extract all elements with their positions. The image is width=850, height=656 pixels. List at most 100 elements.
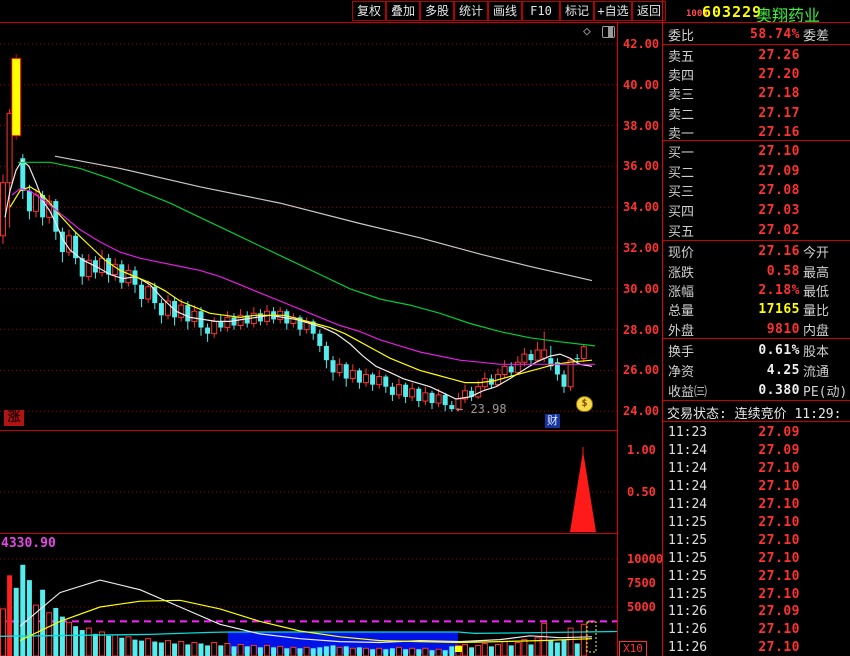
quote2-label2: 流通	[803, 365, 830, 381]
quote1-label2: 最低	[803, 284, 830, 300]
tick-price: 27.09	[758, 604, 800, 620]
tick-row: 11:23 27.09	[663, 424, 850, 442]
trading-status: 交易状态: 连续竞价 11:29:	[667, 407, 842, 422]
ask-label: 卖五	[668, 50, 695, 66]
bid-label: 买二	[668, 165, 695, 181]
bid-row[interactable]: 买五 27.02	[663, 220, 850, 240]
price-axis-label: 34.00	[623, 200, 660, 215]
tick-time: 11:25	[668, 532, 708, 548]
tick-row: 11:26 27.10	[663, 639, 850, 656]
toolbar-button-3[interactable]: 统计	[454, 1, 488, 21]
ask-row[interactable]: 卖四 27.20	[663, 65, 850, 84]
main-chart-canvas[interactable]	[0, 0, 618, 656]
bid-label: 买一	[668, 146, 695, 162]
tick-row: 11:24 27.09	[663, 442, 850, 460]
quote2-label2: 股本	[803, 344, 830, 360]
bid-label: 买三	[668, 185, 695, 201]
toolbar-button-0[interactable]: 复权	[352, 1, 386, 21]
tick-time: 11:24	[668, 443, 708, 459]
ask-row[interactable]: 卖三 27.18	[663, 84, 850, 103]
diamond-icon[interactable]: ◇	[583, 24, 591, 39]
quote1-label: 涨幅	[668, 284, 695, 300]
quote-panel: 委比 58.74% 委差 卖五 27.26 卖四 27.20 卖三 27.18 卖二 27.1…	[663, 0, 850, 656]
quote2-row: 收益㈢ 0.380 PE(动)	[663, 381, 850, 401]
tick-time: 11:25	[668, 568, 708, 584]
toolbar-button-5[interactable]: F10	[522, 1, 560, 21]
tick-price: 27.09	[758, 443, 800, 459]
toolbar-button-6[interactable]: 标记	[560, 1, 594, 21]
signal-axis-label: 0.50	[627, 485, 656, 499]
quote1-label2: 今开	[803, 246, 830, 262]
tick-time: 11:26	[668, 604, 708, 620]
price-axis-label: 32.00	[623, 241, 660, 255]
quote2-label2: PE(动)	[803, 385, 848, 401]
quote1-label2: 最高	[803, 265, 830, 281]
toolbar-button-1[interactable]: 叠加	[386, 1, 420, 21]
quote2-label: 收益㈢	[668, 385, 708, 401]
quote1-row: 总量 17165 量比	[663, 300, 850, 319]
tick-time: 11:24	[668, 497, 708, 513]
ask-price: 27.20	[758, 67, 800, 83]
quote1-label2: 内盘	[803, 323, 830, 339]
tick-time: 11:25	[668, 586, 708, 602]
bid-row[interactable]: 买二 27.09	[663, 162, 850, 182]
ask-price: 27.26	[758, 48, 800, 64]
panel-layout-icon[interactable]	[602, 26, 615, 38]
bid-row[interactable]: 买三 27.08	[663, 181, 850, 201]
tick-row: 11:25 27.10	[663, 585, 850, 603]
signal-panel-bottom-border	[0, 533, 618, 534]
ratio-label: 委比	[668, 29, 695, 44]
tick-price: 27.10	[758, 640, 800, 656]
quote2-row: 换手 0.61% 股本	[663, 340, 850, 360]
price-axis-label: 36.00	[623, 159, 660, 174]
ask-row[interactable]: 卖二 27.17	[663, 104, 850, 123]
quote2-label: 净资	[668, 365, 695, 381]
price-axis-label: 40.00	[623, 77, 660, 92]
volume-ma-value: 4330.90	[1, 536, 56, 551]
ask-price: 27.17	[758, 105, 800, 121]
price-axis-label: 38.00	[623, 118, 660, 133]
bid-row[interactable]: 买一 27.10	[663, 142, 850, 162]
bid-label: 买五	[668, 224, 695, 240]
tick-price: 27.10	[758, 514, 800, 530]
price-axis-label: 26.00	[623, 363, 660, 378]
tick-time: 11:25	[668, 550, 708, 566]
ask-label: 卖三	[668, 88, 695, 104]
ask-row[interactable]: 卖一 27.16	[663, 123, 850, 142]
tick-row: 11:25 27.10	[663, 567, 850, 585]
volume-axis-label: 10000	[627, 552, 664, 566]
money-bag-icon: $	[576, 396, 593, 412]
quote1-value: 2.18%	[758, 282, 800, 298]
tick-row: 11:26 27.10	[663, 621, 850, 639]
tick-row: 11:24 27.10	[663, 478, 850, 496]
tick-price: 27.10	[758, 586, 800, 602]
toolbar-button-4[interactable]: 画线	[488, 1, 522, 21]
tick-time: 11:26	[668, 640, 708, 656]
price-axis-label: 42.00	[623, 37, 660, 51]
rise-stamp: 涨	[4, 410, 24, 426]
market-tag: 1000	[686, 9, 708, 19]
tick-row: 11:25 27.10	[663, 514, 850, 532]
tick-price: 27.10	[758, 532, 800, 548]
quote1-label: 涨跌	[668, 265, 695, 281]
toolbar-divider	[0, 22, 850, 23]
tick-time: 11:26	[668, 622, 708, 638]
bid-label: 买四	[668, 205, 695, 221]
separator	[663, 240, 850, 241]
signal-panel-top-border	[0, 430, 618, 431]
tick-price: 27.10	[758, 568, 800, 584]
order-ratio-row: 委比 58.74% 委差	[663, 25, 850, 44]
toolbar-button-8[interactable]: 返回	[632, 1, 666, 21]
ask-row[interactable]: 卖五 27.26	[663, 46, 850, 65]
quote1-value: 17165	[758, 302, 800, 318]
toolbar-button-2[interactable]: 多股	[420, 1, 454, 21]
tick-row: 11:24 27.10	[663, 496, 850, 514]
bid-row[interactable]: 买四 27.03	[663, 201, 850, 221]
quote1-row: 外盘 9810 内盘	[663, 320, 850, 339]
volume-axis-label: 7500	[627, 576, 656, 590]
quote1-value: 0.58	[766, 263, 800, 279]
volume-axis-label: 5000	[627, 600, 656, 614]
tick-row: 11:24 27.10	[663, 460, 850, 478]
toolbar-button-7[interactable]: +自选	[594, 1, 632, 21]
